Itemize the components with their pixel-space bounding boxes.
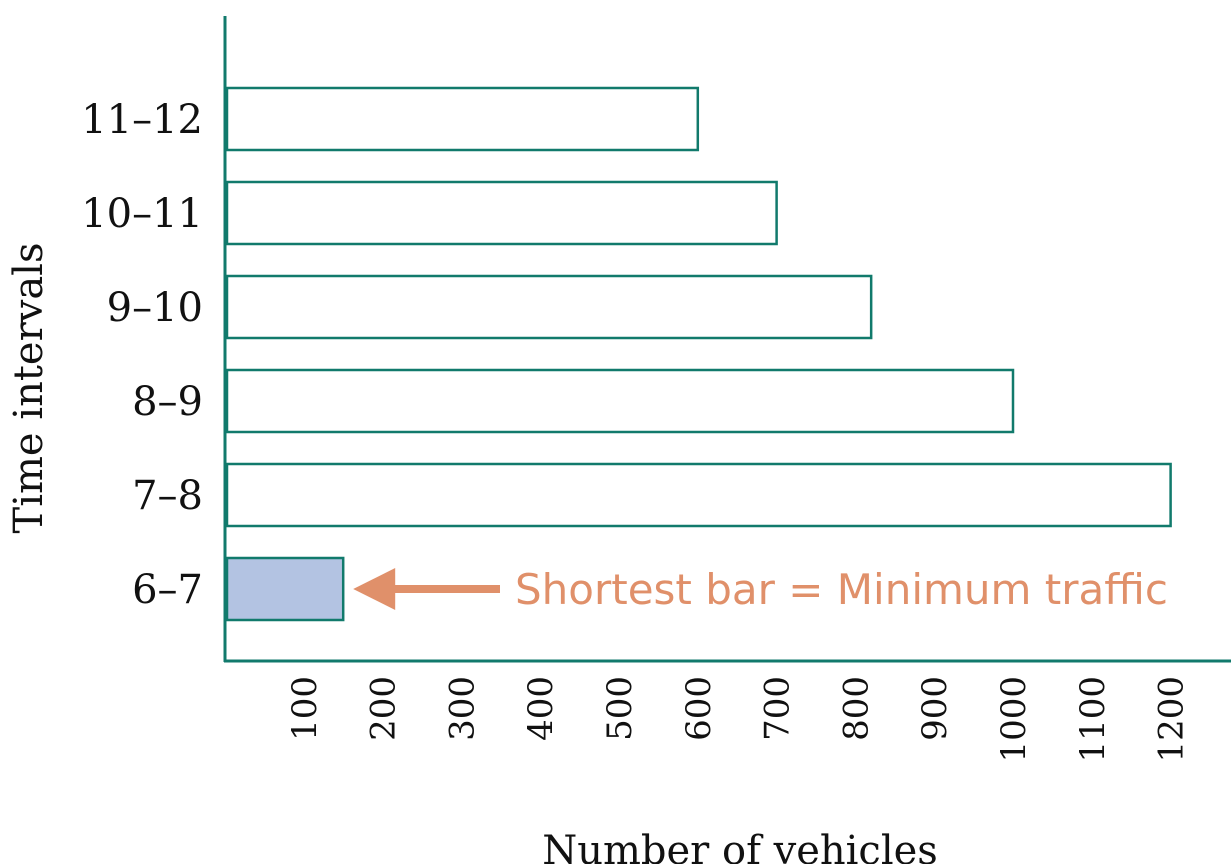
annotation-text: Shortest bar = Minimum traffic: [515, 565, 1168, 614]
x-axis-title: Number of vehicles: [542, 828, 938, 864]
bar-3: [225, 274, 873, 340]
axes-layer: [223, 16, 1231, 663]
category-label-1: 7–8: [132, 473, 203, 519]
x-tick-label-0: 100: [285, 676, 325, 741]
x-tick-label-11: 1200: [1152, 676, 1192, 763]
x-tick-label-10: 1100: [1073, 676, 1113, 763]
x-tick-label-3: 400: [521, 676, 561, 741]
category-label-2: 8–9: [132, 379, 203, 425]
bars-layer: [225, 86, 1172, 622]
x-tick-label-4: 500: [600, 676, 640, 741]
x-tick-label-5: 600: [679, 676, 719, 741]
x-tick-label-8: 900: [915, 676, 955, 741]
bar-1: [225, 462, 1172, 528]
bar-4: [225, 180, 778, 246]
x-tick-label-2: 300: [442, 676, 482, 741]
x-tick-labels: 100 200 300 400 500 600 700 800 900 1000 1100 1200: [285, 676, 1192, 763]
bar-0: [225, 556, 345, 622]
category-label-4: 10–11: [81, 191, 203, 237]
x-tick-label-6: 700: [758, 676, 798, 741]
bar-5: [225, 86, 700, 152]
annotation: Shortest bar = Minimum traffic: [353, 565, 1168, 614]
x-tick-label-7: 800: [836, 676, 876, 741]
x-tick-label-1: 200: [364, 676, 404, 741]
category-labels: 6–7 7–8 8–9 9–10 10–11 11–12: [81, 97, 203, 613]
category-label-5: 11–12: [81, 97, 203, 143]
annotation-arrowhead: [353, 568, 396, 610]
y-axis-title: Time intervals: [6, 243, 52, 534]
category-label-0: 6–7: [132, 567, 203, 613]
x-tick-label-9: 1000: [994, 676, 1034, 763]
bar-2: [225, 368, 1015, 434]
category-label-3: 9–10: [107, 285, 203, 331]
